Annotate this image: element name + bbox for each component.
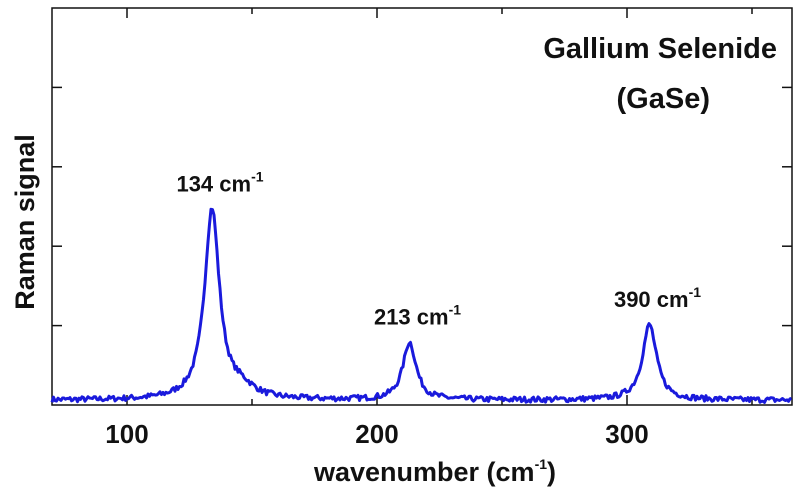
chart-title-line-2: (GaSe) xyxy=(617,83,710,115)
peak-label-1: 134 cm-1 xyxy=(176,169,263,197)
series-line-raman-spectrum xyxy=(50,207,792,404)
plot-area-frame xyxy=(51,7,793,406)
x-tick-label-100: 100 xyxy=(105,419,148,449)
ticks-layer xyxy=(52,8,792,405)
x-axis-title-suffix: ) xyxy=(547,457,556,487)
y-axis-title: Raman signal xyxy=(10,134,40,310)
x-axis-title-sup: -1 xyxy=(535,456,548,472)
peak-labels-layer: 134 cm-1 213 cm-1 390 cm-1 xyxy=(176,169,701,330)
x-axis-title-main: wavenumber (cm xyxy=(313,457,535,487)
x-axis-title: wavenumber (cm-1) xyxy=(313,456,556,487)
x-tick-label-300: 300 xyxy=(605,419,648,449)
chart-title-line-1: Gallium Selenide xyxy=(543,33,777,65)
peak-label-3: 390 cm-1 xyxy=(614,284,701,312)
x-tick-label-200: 200 xyxy=(355,419,398,449)
peak-label-2: 213 cm-1 xyxy=(374,302,461,330)
tick-labels-layer: 100 200 300 xyxy=(105,419,648,449)
